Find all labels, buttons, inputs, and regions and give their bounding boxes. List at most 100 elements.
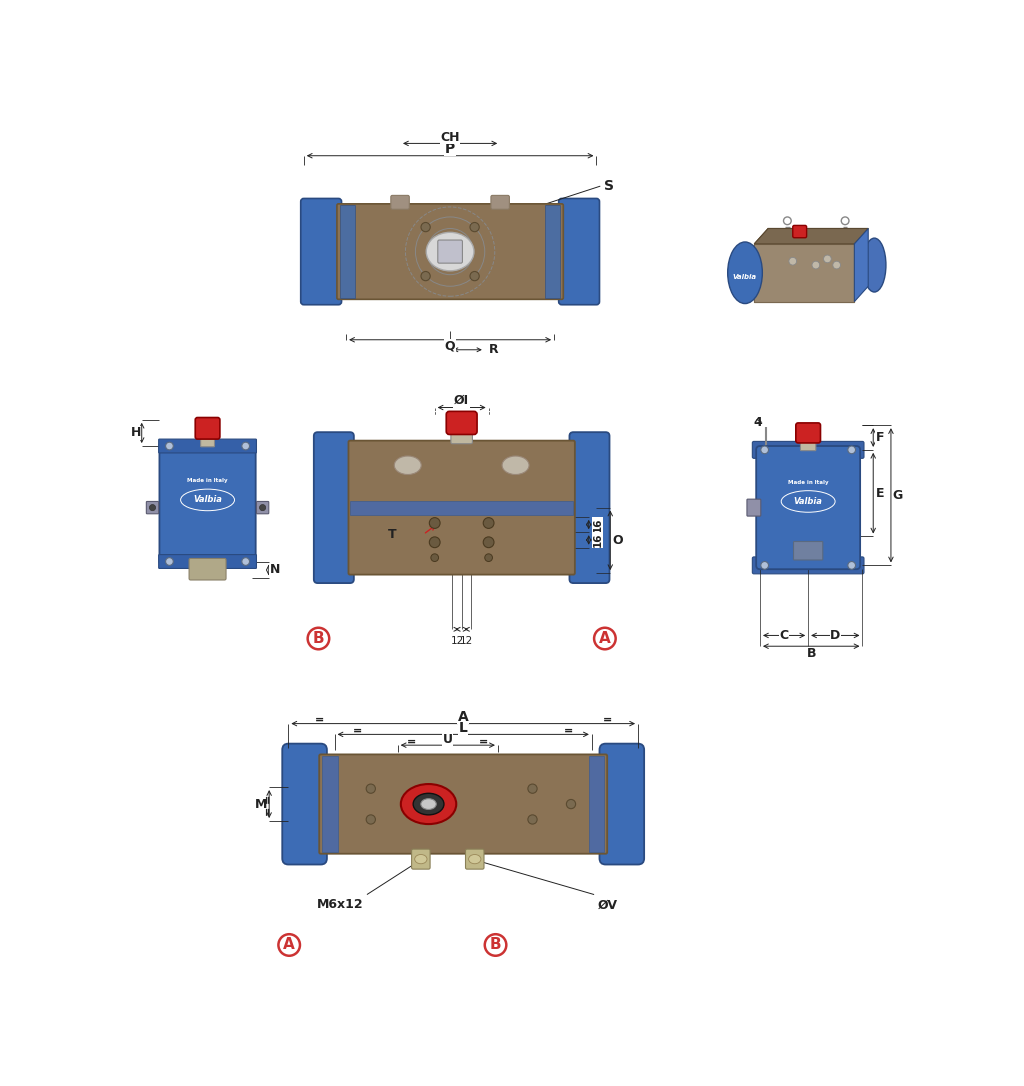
FancyBboxPatch shape: [201, 435, 214, 446]
Ellipse shape: [421, 798, 436, 809]
FancyBboxPatch shape: [319, 755, 607, 854]
Text: O: O: [612, 534, 623, 547]
Text: =: =: [407, 736, 416, 746]
FancyBboxPatch shape: [159, 439, 256, 453]
Text: M6x12: M6x12: [316, 898, 364, 911]
Text: B: B: [312, 631, 325, 646]
Ellipse shape: [502, 456, 529, 475]
Text: L: L: [459, 721, 468, 735]
Polygon shape: [755, 228, 868, 244]
Text: P: P: [445, 142, 456, 155]
Text: A: A: [458, 709, 469, 723]
FancyBboxPatch shape: [796, 422, 820, 443]
Text: S: S: [604, 179, 614, 193]
Text: Valbia: Valbia: [733, 274, 757, 279]
Circle shape: [166, 442, 173, 450]
Bar: [350, 501, 573, 515]
Text: H: H: [130, 427, 140, 440]
Text: 16: 16: [593, 517, 603, 532]
Circle shape: [166, 558, 173, 566]
FancyBboxPatch shape: [490, 195, 509, 210]
Text: =: =: [353, 725, 362, 735]
Text: U: U: [442, 732, 453, 745]
Polygon shape: [755, 244, 854, 302]
Circle shape: [431, 554, 438, 561]
Text: E: E: [876, 487, 885, 500]
Circle shape: [833, 262, 841, 269]
FancyBboxPatch shape: [313, 432, 354, 583]
Ellipse shape: [863, 238, 886, 292]
Text: =: =: [314, 715, 324, 724]
Circle shape: [483, 536, 494, 547]
FancyBboxPatch shape: [301, 199, 342, 305]
Circle shape: [421, 223, 430, 231]
Circle shape: [429, 536, 440, 547]
Circle shape: [259, 505, 265, 510]
FancyBboxPatch shape: [756, 446, 860, 569]
Bar: [589, 756, 604, 853]
Circle shape: [150, 505, 156, 510]
FancyBboxPatch shape: [391, 195, 410, 210]
Text: =: =: [479, 736, 488, 746]
Text: 12: 12: [451, 636, 464, 646]
Bar: [340, 205, 355, 298]
Text: 16: 16: [593, 533, 603, 547]
FancyBboxPatch shape: [466, 849, 484, 869]
Text: N: N: [269, 564, 281, 577]
Text: =: =: [262, 793, 272, 803]
Text: D: D: [830, 629, 841, 642]
Text: ØK: ØK: [452, 419, 472, 432]
Text: Valbia: Valbia: [794, 497, 822, 506]
FancyBboxPatch shape: [446, 412, 477, 434]
FancyBboxPatch shape: [438, 240, 463, 263]
FancyBboxPatch shape: [451, 430, 472, 444]
FancyBboxPatch shape: [160, 442, 256, 566]
FancyBboxPatch shape: [753, 557, 864, 573]
Circle shape: [367, 784, 376, 793]
FancyBboxPatch shape: [189, 558, 226, 580]
Text: ØV: ØV: [598, 898, 617, 911]
Text: ØI: ØI: [454, 394, 469, 407]
Circle shape: [367, 814, 376, 824]
FancyBboxPatch shape: [159, 555, 256, 568]
Text: 12: 12: [460, 636, 473, 646]
Text: R: R: [488, 343, 499, 356]
Text: CH: CH: [440, 130, 460, 143]
Text: 4: 4: [754, 416, 762, 429]
Polygon shape: [755, 228, 868, 244]
Ellipse shape: [413, 793, 444, 814]
Ellipse shape: [728, 242, 762, 304]
Text: Made in Italy: Made in Italy: [187, 478, 228, 483]
Circle shape: [470, 272, 479, 280]
Circle shape: [788, 257, 797, 265]
Circle shape: [528, 784, 538, 793]
Ellipse shape: [394, 456, 421, 475]
Text: F: F: [876, 431, 885, 444]
Ellipse shape: [415, 855, 427, 863]
Text: B: B: [489, 937, 502, 952]
FancyBboxPatch shape: [412, 849, 430, 869]
Text: M: M: [255, 797, 267, 810]
FancyBboxPatch shape: [753, 441, 864, 458]
Text: =: =: [602, 715, 611, 724]
FancyBboxPatch shape: [146, 502, 159, 514]
Text: A: A: [284, 937, 295, 952]
Circle shape: [761, 561, 768, 569]
Circle shape: [429, 518, 440, 529]
FancyBboxPatch shape: [196, 417, 220, 439]
Circle shape: [566, 799, 575, 809]
Circle shape: [421, 272, 430, 280]
Circle shape: [242, 558, 250, 566]
Circle shape: [484, 554, 493, 561]
Circle shape: [483, 518, 494, 529]
Circle shape: [242, 442, 250, 450]
Circle shape: [848, 561, 855, 569]
Bar: [323, 756, 338, 853]
FancyBboxPatch shape: [283, 744, 327, 864]
Polygon shape: [755, 244, 854, 302]
Circle shape: [528, 814, 538, 824]
Text: T: T: [388, 528, 396, 541]
Ellipse shape: [426, 232, 474, 270]
Bar: [545, 205, 560, 298]
FancyBboxPatch shape: [337, 204, 563, 300]
